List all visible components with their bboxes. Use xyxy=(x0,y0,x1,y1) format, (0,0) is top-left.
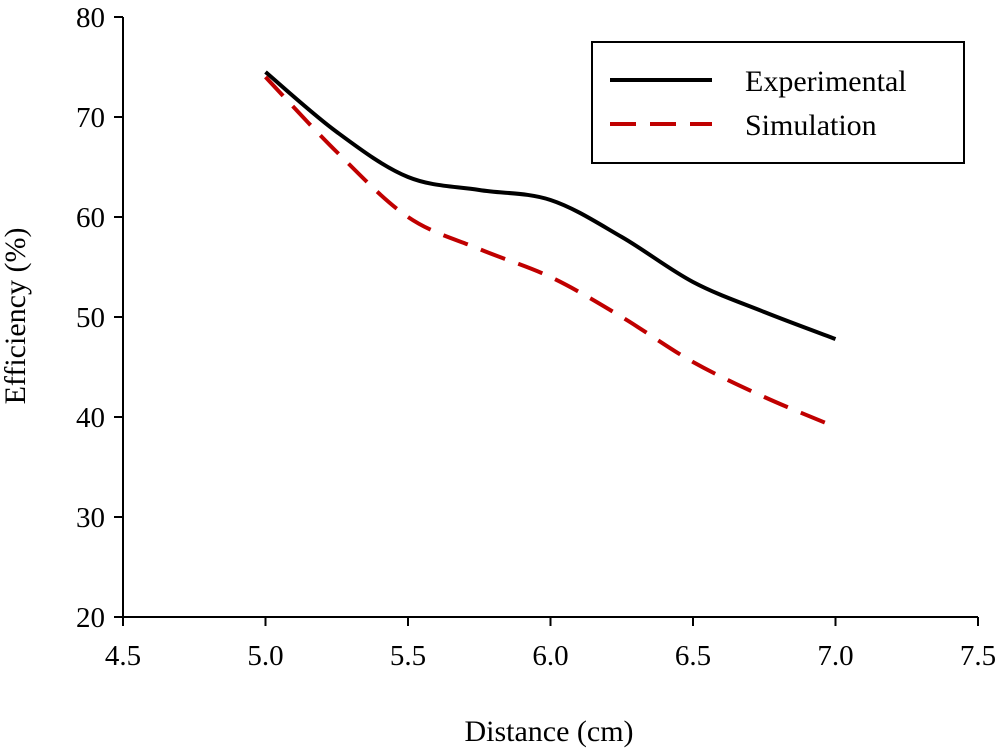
series-line-simulation xyxy=(264,75,837,429)
x-tick-label: 6.0 xyxy=(532,640,568,672)
x-tick-label: 4.5 xyxy=(105,640,141,672)
legend-label-experimental: Experimental xyxy=(745,65,907,98)
series-layer xyxy=(264,70,837,429)
x-tick-label: 7.5 xyxy=(960,640,996,672)
x-axis-label: Distance (cm) xyxy=(464,715,633,748)
y-axis-ticks: 20 30 40 50 60 70 80 xyxy=(76,2,123,634)
x-axis-ticks: 4.5 5.0 5.5 6.0 6.5 7.0 7.5 xyxy=(105,617,996,672)
x-tick-label: 5.5 xyxy=(390,640,426,672)
y-tick-label: 60 xyxy=(76,202,105,234)
legend: Experimental Simulation xyxy=(591,41,965,164)
x-tick-label: 7.0 xyxy=(817,640,853,672)
y-tick-label: 30 xyxy=(76,502,105,534)
y-tick-label: 70 xyxy=(76,102,105,134)
series-line-experimental xyxy=(264,70,837,341)
y-tick-label: 20 xyxy=(76,602,105,634)
y-tick-label: 80 xyxy=(76,2,105,34)
x-tick-label: 6.5 xyxy=(675,640,711,672)
legend-box xyxy=(591,41,965,164)
y-tick-label: 50 xyxy=(76,302,105,334)
y-tick-label: 40 xyxy=(76,402,105,434)
legend-label-simulation: Simulation xyxy=(745,109,877,142)
y-axis-label: Efficiency (%) xyxy=(0,228,32,405)
x-tick-label: 5.0 xyxy=(247,640,283,672)
